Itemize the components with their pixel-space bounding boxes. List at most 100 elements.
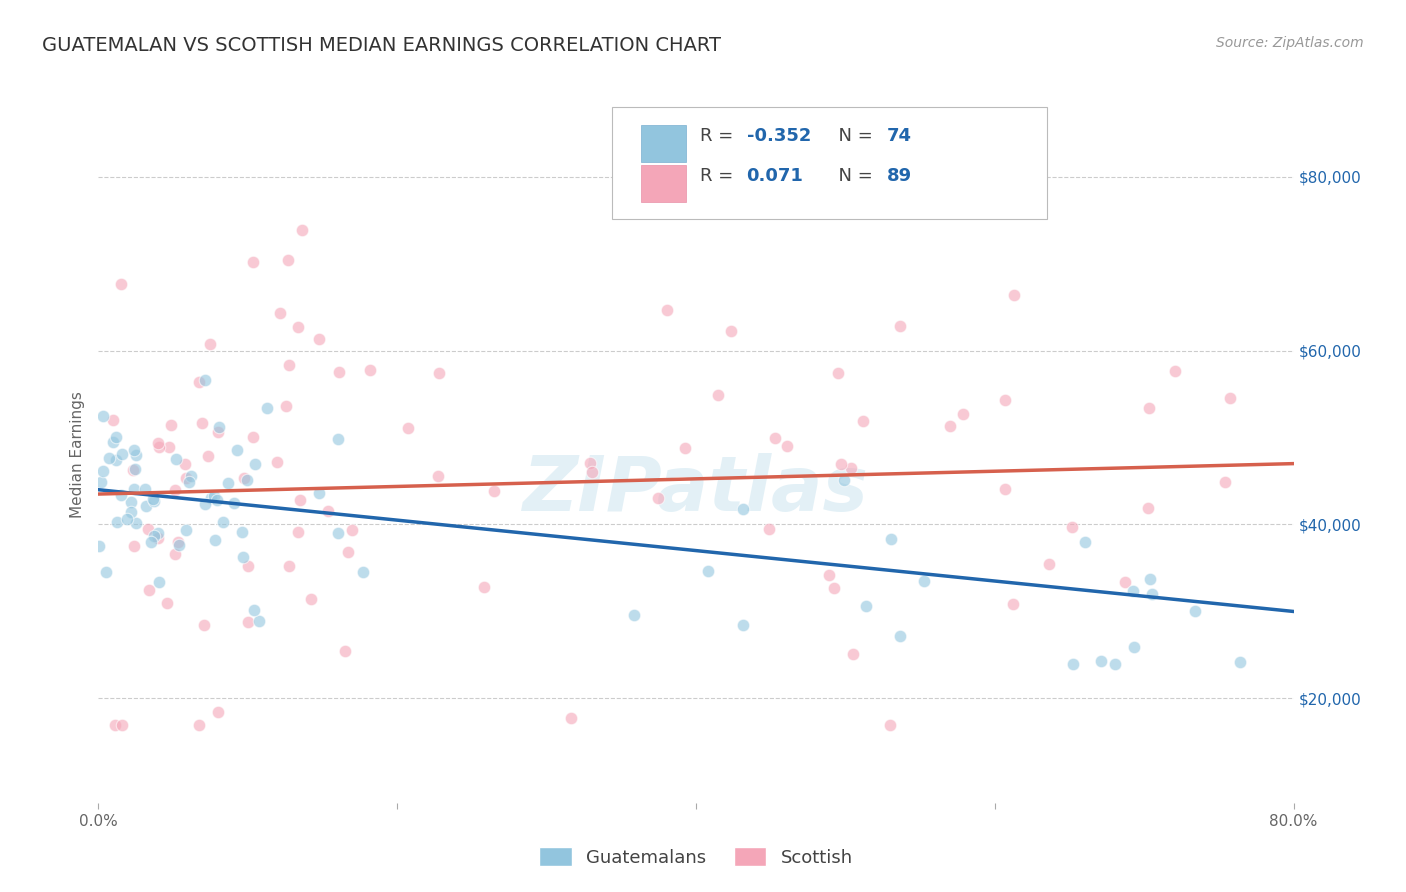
Point: [308, 486, 330, 500]
Point: [207, 425, 229, 440]
Point: [191, 416, 214, 430]
Point: [163, 483, 186, 497]
Point: [706, 388, 728, 402]
Point: [1062, 657, 1084, 671]
Point: [194, 497, 217, 511]
Y-axis label: Median Earnings: Median Earnings: [70, 392, 86, 518]
Point: [299, 591, 322, 606]
Point: [277, 358, 299, 372]
Point: [163, 547, 186, 561]
Point: [269, 306, 291, 320]
Point: [1219, 391, 1241, 405]
Point: [143, 528, 166, 542]
Point: [200, 491, 222, 505]
Point: [242, 254, 264, 268]
Point: [247, 614, 270, 628]
Point: [124, 461, 146, 475]
Point: [1002, 597, 1025, 611]
Point: [326, 525, 349, 540]
Point: [124, 539, 146, 553]
Point: [1122, 583, 1144, 598]
Point: [125, 516, 148, 530]
Point: [166, 535, 188, 549]
Point: [1164, 364, 1187, 378]
Point: [1060, 520, 1083, 534]
Point: [817, 568, 839, 582]
Point: [266, 455, 288, 469]
Point: [579, 456, 602, 470]
Point: [90, 475, 112, 490]
Point: [1139, 573, 1161, 587]
Text: 74: 74: [887, 127, 912, 145]
Point: [174, 471, 197, 485]
Point: [236, 558, 259, 573]
Point: [232, 549, 254, 564]
Point: [110, 277, 132, 292]
Point: [207, 705, 229, 719]
Point: [359, 363, 381, 377]
Point: [142, 492, 165, 507]
Point: [855, 599, 877, 613]
Point: [98, 451, 121, 466]
Point: [912, 574, 935, 589]
Point: [396, 421, 419, 435]
Point: [830, 457, 852, 471]
Point: [352, 565, 374, 579]
Point: [165, 452, 187, 467]
Point: [146, 525, 169, 540]
Point: [731, 502, 754, 516]
Point: [841, 460, 863, 475]
Point: [120, 495, 142, 509]
Point: [308, 332, 330, 346]
Point: [202, 489, 225, 503]
Point: [333, 644, 356, 658]
Point: [994, 392, 1017, 407]
Point: [256, 401, 278, 416]
Point: [94, 565, 117, 579]
Point: [142, 494, 165, 508]
Point: [208, 420, 231, 434]
Point: [290, 492, 312, 507]
Point: [146, 436, 169, 450]
Point: [291, 223, 314, 237]
Point: [337, 545, 360, 559]
Point: [110, 488, 132, 502]
Point: [111, 717, 134, 731]
Text: N =: N =: [827, 127, 879, 145]
Legend: Guatemalans, Scottish: Guatemalans, Scottish: [531, 840, 860, 874]
Point: [889, 629, 911, 643]
Point: [1114, 575, 1136, 590]
Point: [994, 482, 1017, 496]
Point: [243, 603, 266, 617]
Point: [156, 596, 179, 610]
Point: [124, 482, 146, 496]
Point: [232, 471, 254, 485]
Point: [720, 324, 742, 338]
Point: [104, 430, 127, 444]
Point: [316, 504, 339, 518]
Point: [105, 515, 128, 529]
Point: [1184, 604, 1206, 618]
Point: [1073, 535, 1095, 549]
Point: [217, 476, 239, 491]
Point: [581, 465, 603, 479]
Point: [889, 318, 911, 333]
Point: [125, 448, 148, 462]
Point: [179, 475, 201, 490]
Point: [484, 483, 506, 498]
Point: [1137, 401, 1160, 415]
Point: [763, 431, 786, 445]
Point: [1213, 475, 1236, 489]
Point: [952, 408, 974, 422]
Point: [647, 491, 669, 505]
Point: [101, 412, 124, 426]
Point: [110, 447, 132, 461]
Point: [104, 453, 127, 467]
Point: [623, 607, 645, 622]
Point: [89, 539, 111, 553]
Point: [148, 440, 170, 454]
Point: [115, 512, 138, 526]
Point: [122, 442, 145, 457]
Point: [328, 432, 350, 446]
Point: [236, 474, 259, 488]
